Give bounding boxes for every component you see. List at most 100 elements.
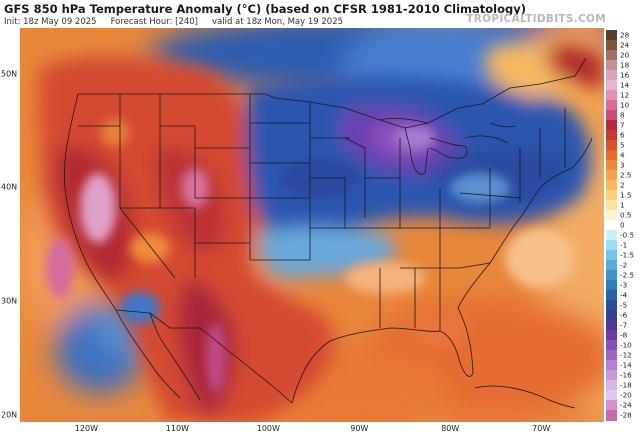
colorbar-label: 16	[620, 70, 630, 80]
colorbar-swatch	[606, 320, 617, 331]
colorbar-swatch	[606, 290, 617, 301]
colorbar-swatch	[606, 210, 617, 221]
latitude-axis: 50N 40N 30N 20N	[0, 28, 20, 422]
colorbar-swatch	[606, 150, 617, 161]
colorbar-label: -18	[620, 380, 632, 390]
gulf-coast	[291, 327, 474, 404]
colorbar-label: 1	[620, 200, 625, 210]
longitude-tick-label: 100W	[256, 424, 280, 433]
longitude-axis: 120W 110W 100W 90W 80W 70W	[20, 422, 604, 435]
colorbar-label: -5	[620, 300, 628, 310]
atlantic-coast	[457, 137, 593, 374]
colorbar-swatch	[606, 280, 617, 291]
map-title: GFS 850 hPa Temperature Anomaly (°C) (ba…	[4, 2, 526, 16]
cuba-coast	[474, 385, 576, 409]
colorbar-label: 14	[620, 80, 630, 90]
pacific-coast	[64, 93, 117, 311]
colorbar	[606, 30, 617, 421]
us-canada-border	[78, 57, 587, 129]
colorbar-swatch	[606, 340, 617, 351]
anomaly-map[interactable]	[20, 28, 604, 422]
colorbar-swatch	[606, 40, 617, 51]
colorbar-swatch	[606, 140, 617, 151]
colorbar-label: -0.5	[620, 230, 635, 240]
colorbar-label: -1	[620, 240, 628, 250]
longitude-tick-label: 90W	[350, 424, 369, 433]
anomaly-map-canvas	[20, 28, 604, 422]
latitude-tick-label: 20N	[1, 410, 18, 420]
colorbar-swatch	[606, 30, 617, 41]
colorbar-swatch	[606, 410, 617, 421]
colorbar-label: -20	[620, 390, 632, 400]
colorbar-swatch	[606, 60, 617, 71]
colorbar-label: -7	[620, 320, 628, 330]
colorbar-label: 10	[620, 100, 630, 110]
colorbar-label: 8	[620, 110, 625, 120]
state-boundaries	[64, 57, 593, 409]
colorbar-label: -24	[620, 400, 632, 410]
colorbar-label: -8	[620, 330, 628, 340]
us-mexico-border	[115, 309, 293, 404]
forecast-hour: Forecast Hour: [240]	[110, 17, 198, 27]
colorbar-label: -12	[620, 350, 632, 360]
colorbar-label: -6	[620, 310, 628, 320]
colorbar-label: -10	[620, 340, 632, 350]
colorbar-label: 28	[620, 30, 630, 40]
map-subtitle: Init: 18z May 09 2025 Forecast Hour: [240…	[4, 17, 343, 27]
colorbar-swatch	[606, 120, 617, 131]
anomaly-regional-field	[39, 43, 604, 422]
colorbar-label: 24	[620, 40, 630, 50]
longitude-tick-label: 80W	[441, 424, 460, 433]
colorbar-swatch	[606, 380, 617, 391]
colorbar-label: -2.5	[620, 270, 635, 280]
colorbar-label: 2.5	[620, 170, 632, 180]
colorbar-label: 0	[620, 220, 625, 230]
colorbar-label: 2	[620, 180, 625, 190]
colorbar-swatch	[606, 170, 617, 181]
colorbar-swatch	[606, 130, 617, 141]
colorbar-label: 18	[620, 60, 630, 70]
colorbar-swatch	[606, 230, 617, 241]
colorbar-swatch	[606, 50, 617, 61]
colorbar-label: 4	[620, 150, 625, 160]
colorbar-label: -28	[620, 410, 632, 420]
state-lines	[78, 94, 566, 331]
colorbar-swatch	[606, 390, 617, 401]
colorbar-label: -16	[620, 370, 632, 380]
colorbar-label: 7	[620, 120, 625, 130]
colorbar-label: -2	[620, 260, 628, 270]
colorbar-swatch	[606, 240, 617, 251]
colorbar-label: 5	[620, 140, 625, 150]
colorbar-swatch	[606, 220, 617, 231]
colorbar-label: -1.5	[620, 250, 635, 260]
colorbar-labels: 28 24 20 18 16 14 12 10 8 7 6 5 4 3 2.5 2 1.5 1 0.5 0 -0.5 -1…	[620, 30, 640, 420]
longitude-tick-label: 120W	[74, 424, 98, 433]
colorbar-swatch	[606, 200, 617, 211]
colorbar-swatch	[606, 70, 617, 81]
colorbar-label: 12	[620, 90, 630, 100]
colorbar-label: 6	[620, 130, 625, 140]
colorbar-swatch	[606, 180, 617, 191]
colorbar-label: -14	[620, 360, 632, 370]
baja-coast	[115, 309, 201, 401]
colorbar-swatch	[606, 400, 617, 411]
colorbar-swatch	[606, 300, 617, 311]
colorbar-swatch	[606, 80, 617, 91]
latitude-tick-label: 30N	[1, 296, 18, 306]
colorbar-label: 3	[620, 160, 625, 170]
init-time: Init: 18z May 09 2025	[4, 17, 97, 27]
colorbar-swatch	[606, 260, 617, 271]
colorbar-swatch	[606, 330, 617, 341]
colorbar-swatch	[606, 160, 617, 171]
colorbar-swatch	[606, 310, 617, 321]
anomaly-local-detail	[46, 119, 575, 393]
colorbar-swatch	[606, 250, 617, 261]
colorbar-swatch	[606, 100, 617, 111]
colorbar-swatch	[606, 190, 617, 201]
colorbar-swatch	[606, 350, 617, 361]
great-lakes	[379, 117, 516, 175]
colorbar-label: 1.5	[620, 190, 632, 200]
colorbar-swatch	[606, 360, 617, 371]
latitude-tick-label: 40N	[1, 182, 18, 192]
